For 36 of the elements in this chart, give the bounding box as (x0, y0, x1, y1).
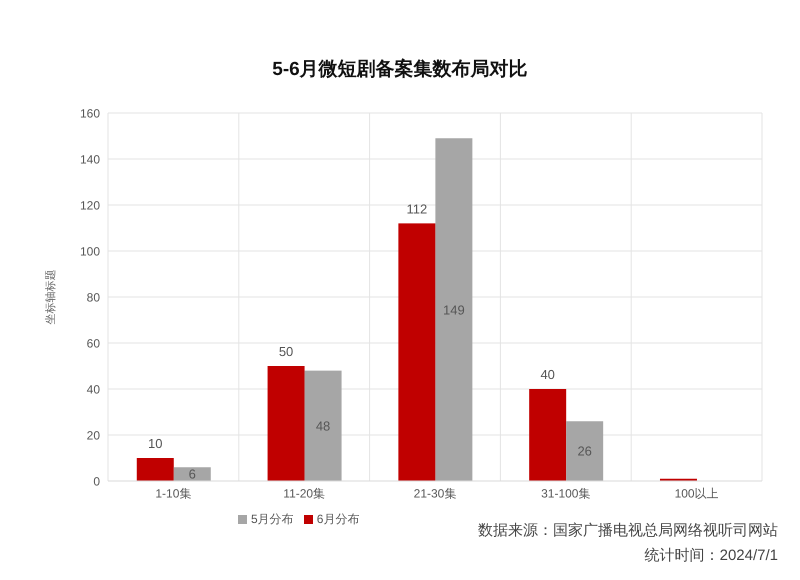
bar (136, 458, 174, 481)
data-label: 112 (406, 201, 428, 216)
data-label: 149 (443, 302, 465, 318)
y-axis-title: 坐标轴标题 (44, 270, 57, 324)
data-label: 50 (278, 344, 294, 359)
bar (398, 223, 436, 481)
y-tick-label: 60 (86, 336, 100, 350)
x-tick-label: 1-10集 (155, 486, 192, 501)
bar (174, 467, 211, 481)
source-note: 数据来源：国家广播电视总局网络视听司网站 (478, 521, 778, 540)
bar (435, 138, 472, 481)
x-tick-label: 31-100集 (541, 486, 590, 501)
bar (268, 366, 305, 481)
x-tick-label: 11-20集 (283, 486, 326, 501)
y-tick-label: 40 (86, 382, 100, 396)
x-tick-label: 21-30集 (414, 486, 456, 501)
bar (304, 370, 342, 481)
y-tick-label: 160 (80, 106, 100, 120)
legend-label: 6月分布 (316, 512, 360, 526)
bar (529, 389, 566, 481)
y-tick-label: 140 (80, 152, 100, 166)
legend-label: 5月分布 (251, 512, 294, 526)
bar (566, 421, 604, 481)
data-label: 6 (188, 466, 196, 482)
y-tick-label: 100 (80, 244, 100, 258)
data-label: 10 (148, 436, 163, 451)
data-label: 40 (540, 367, 555, 382)
data-label: 26 (577, 444, 592, 459)
y-tick-label: 0 (93, 474, 100, 488)
y-tick-label: 20 (86, 428, 100, 442)
y-tick-label: 80 (86, 290, 100, 304)
x-tick-label: 100以上 (674, 486, 719, 501)
y-tick-label: 120 (80, 198, 100, 212)
data-label: 48 (316, 418, 330, 434)
chart-title: 5-6月微短剧备案集数布局对比 (271, 57, 529, 82)
text: 统计时间：2024/7/1 (644, 546, 778, 565)
